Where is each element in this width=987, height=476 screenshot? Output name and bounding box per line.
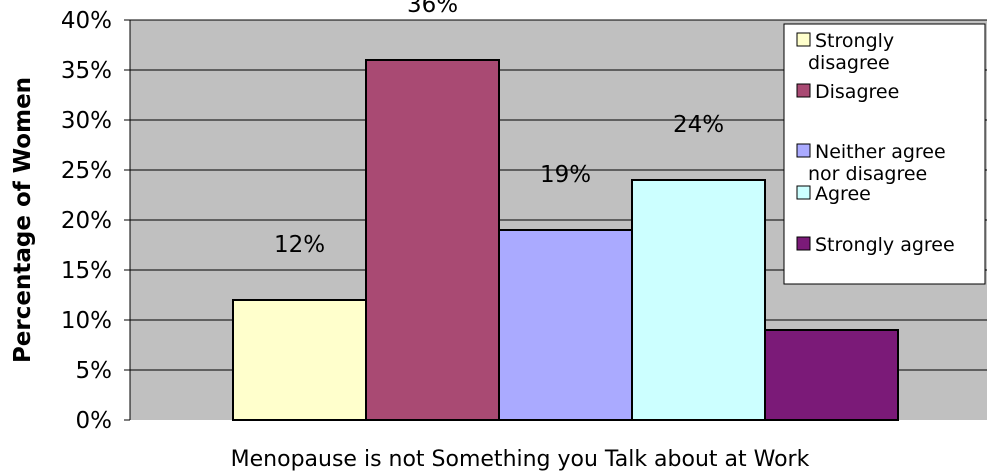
y-tick-label: 30%	[61, 108, 112, 134]
x-axis-caption: Menopause is not Something you Talk abou…	[231, 447, 810, 472]
y-tick-label: 25%	[61, 158, 112, 184]
legend-label: Neither agree	[815, 141, 946, 163]
y-tick-label: 15%	[61, 258, 112, 284]
bar-agree	[631, 179, 766, 421]
bar-strongly-disagree	[232, 299, 367, 421]
legend-swatch	[796, 32, 811, 47]
legend-swatch	[796, 185, 811, 200]
data-label: 12%	[274, 232, 325, 258]
y-tick-label: 10%	[61, 308, 112, 334]
y-tick-label: 20%	[61, 208, 112, 234]
y-tick-label: 35%	[61, 58, 112, 84]
legend-swatch	[796, 236, 811, 251]
legend-swatch	[796, 83, 811, 98]
legend-label: Strongly	[815, 30, 894, 52]
legend-swatch	[796, 143, 811, 158]
y-axis-title: Percentage of Women	[10, 77, 36, 363]
legend-box	[783, 23, 986, 285]
legend-label: disagree	[808, 52, 890, 74]
bars	[232, 59, 899, 421]
bar-strongly-agree	[764, 329, 899, 421]
y-axis-ticks: 0% 5% 10% 15% 20% 25% 30% 35% 40%	[61, 8, 130, 434]
legend-label: Agree	[815, 183, 871, 205]
legend-label: Disagree	[815, 81, 899, 103]
data-label: 19%	[540, 162, 591, 188]
legend-label: nor disagree	[808, 163, 927, 185]
bar-neither-agree-nor-disagree	[498, 229, 633, 421]
bar-disagree	[365, 59, 500, 421]
data-label: 24%	[673, 112, 724, 138]
y-tick-label: 5%	[76, 358, 113, 384]
data-label: 36%	[407, 0, 458, 18]
legend-label: Strongly agree	[815, 234, 955, 256]
y-tick-label: 40%	[61, 8, 112, 34]
y-tick-label: 0%	[76, 408, 113, 434]
